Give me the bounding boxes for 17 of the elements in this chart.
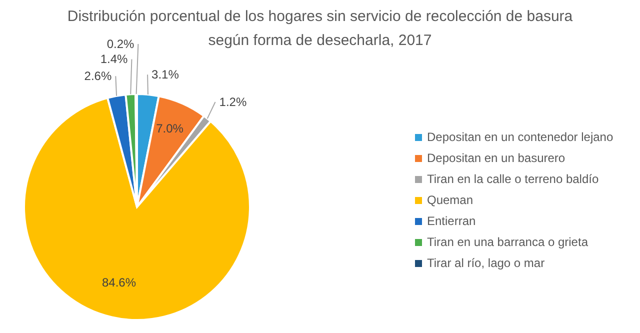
data-label: 2.6% (84, 69, 112, 84)
legend-label: Queman (427, 193, 474, 207)
data-label: 0.2% (106, 37, 135, 52)
legend-label: Depositan en un basurero (427, 151, 566, 165)
legend-label: Tiran en una barranca o grieta (427, 235, 588, 249)
data-label: 3.1% (152, 68, 180, 82)
data-label: 1.4% (100, 52, 128, 66)
chart-title: Distribución porcentual de los hogares sin servicio de recolección de basura (67, 8, 574, 25)
legend-label: Tiran en la calle o terreno baldío (427, 172, 599, 186)
legend-label: Depositan en un contenedor lejano (427, 130, 614, 144)
pie-slice (23, 96, 251, 321)
data-label: 7.0% (156, 122, 184, 136)
legend-label: Tirar al río, lago o mar (427, 256, 545, 270)
legend-label: Entierran (427, 214, 476, 228)
data-label: 84.6% (102, 275, 136, 290)
data-label: 1.2% (219, 95, 247, 110)
chart-subtitle: según forma de desecharla, 2017 (208, 32, 432, 49)
